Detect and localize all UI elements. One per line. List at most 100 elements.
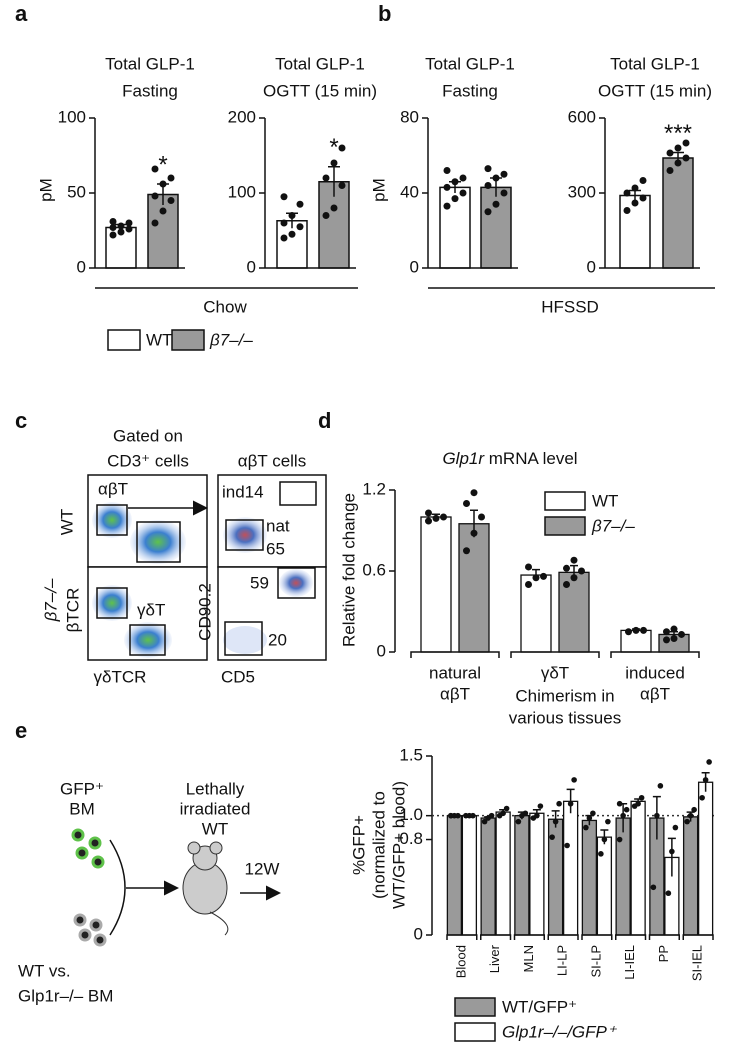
x-tick-label: SI-IEL <box>690 945 705 981</box>
cell-cluster <box>92 502 132 538</box>
flow-label: CD3⁺ cells <box>107 451 189 470</box>
bar <box>446 815 463 936</box>
data-point <box>586 815 593 821</box>
data-point <box>288 212 296 219</box>
data-point <box>459 174 467 182</box>
cell-cluster <box>124 622 172 658</box>
data-point <box>625 628 632 636</box>
data-point <box>654 812 660 819</box>
data-point <box>288 230 296 238</box>
data-point <box>117 222 125 230</box>
data-point <box>330 204 338 212</box>
data-point <box>639 177 647 184</box>
schematic-label: Glp1r–/– BM <box>18 986 113 1005</box>
data-point <box>322 174 330 182</box>
data-point <box>500 810 506 817</box>
data-point <box>706 759 712 765</box>
data-point <box>623 207 631 214</box>
x-tick-label: LI-IEL <box>622 945 637 980</box>
legend-swatch <box>544 516 586 536</box>
merge-bracket <box>109 839 126 936</box>
y-tick-label: 0 <box>414 924 423 943</box>
legend-label: WT/GFP⁺ <box>502 997 577 1016</box>
flow-axis-label: CD90.2 <box>195 583 214 641</box>
data-point <box>691 806 697 813</box>
y-axis-label: Relative fold change <box>339 493 358 647</box>
data-point <box>669 848 675 855</box>
cell <box>93 933 107 947</box>
schematic-label: irradiated <box>180 799 251 818</box>
data-point <box>665 890 672 897</box>
group-axis <box>480 934 512 940</box>
data-point <box>280 193 288 201</box>
data-point <box>657 783 664 789</box>
legend-label: WT <box>592 491 618 510</box>
gate-label: 65 <box>266 539 285 558</box>
data-point <box>522 810 529 817</box>
bar <box>461 815 478 936</box>
data-point <box>666 149 674 157</box>
significance: * <box>329 134 338 161</box>
data-point <box>666 167 674 174</box>
data-point <box>583 824 589 831</box>
data-point <box>151 165 159 173</box>
gate <box>129 624 166 656</box>
data-point <box>537 803 544 809</box>
data-point <box>563 564 570 572</box>
data-point <box>670 625 678 633</box>
row-label: WT <box>57 509 76 535</box>
cell <box>78 928 92 942</box>
schematic-label: 12W <box>245 859 280 878</box>
data-point <box>678 630 685 638</box>
row-label: β7–/– <box>41 578 60 622</box>
data-point <box>443 202 451 210</box>
schematic-label: Lethally <box>186 779 245 798</box>
data-point <box>578 567 585 575</box>
gate-label: γδT <box>137 600 165 619</box>
bar <box>480 186 512 269</box>
x-tick-label: Blood <box>453 945 468 978</box>
gate-label: nat <box>266 516 290 535</box>
chart-title: Total GLP-1 <box>275 54 365 73</box>
gfp-cell <box>75 846 89 860</box>
data-point <box>443 167 451 174</box>
data-point <box>638 794 645 801</box>
group-label: Chow <box>203 297 247 316</box>
y-tick-label: 300 <box>568 182 596 201</box>
data-point <box>451 178 459 186</box>
chart-title: OGTT (15 min) <box>263 81 377 100</box>
x-tick-label: LI-LP <box>555 945 570 976</box>
data-point <box>682 154 690 162</box>
schematic <box>71 828 281 947</box>
group-axis <box>610 651 700 658</box>
gfp-cell <box>88 836 102 850</box>
data-point <box>549 834 555 840</box>
data-point <box>478 513 485 521</box>
data-point <box>639 194 647 202</box>
x-tick-label: natural <box>429 663 481 682</box>
gate <box>136 521 181 563</box>
data-point <box>684 818 690 825</box>
bar <box>147 193 179 269</box>
data-point <box>109 224 117 231</box>
cell <box>89 918 103 932</box>
cell-cluster <box>223 626 267 654</box>
data-point <box>571 777 577 783</box>
cell-cluster <box>130 520 186 564</box>
data-point <box>567 800 574 807</box>
data-point <box>570 556 578 564</box>
bar <box>581 819 598 936</box>
bar <box>682 816 699 936</box>
gate <box>277 567 316 599</box>
data-point <box>601 836 608 843</box>
y-tick-label: 0 <box>77 257 86 276</box>
data-point <box>699 794 705 801</box>
y-axis-label: %GFP+ <box>349 815 368 875</box>
data-point <box>674 144 682 152</box>
data-point <box>631 184 639 192</box>
legend-label: β7–/– <box>209 330 253 349</box>
data-point <box>631 199 639 207</box>
error-bar <box>667 837 676 877</box>
x-tick-label: SI-LP <box>588 945 603 978</box>
data-point <box>463 500 470 507</box>
